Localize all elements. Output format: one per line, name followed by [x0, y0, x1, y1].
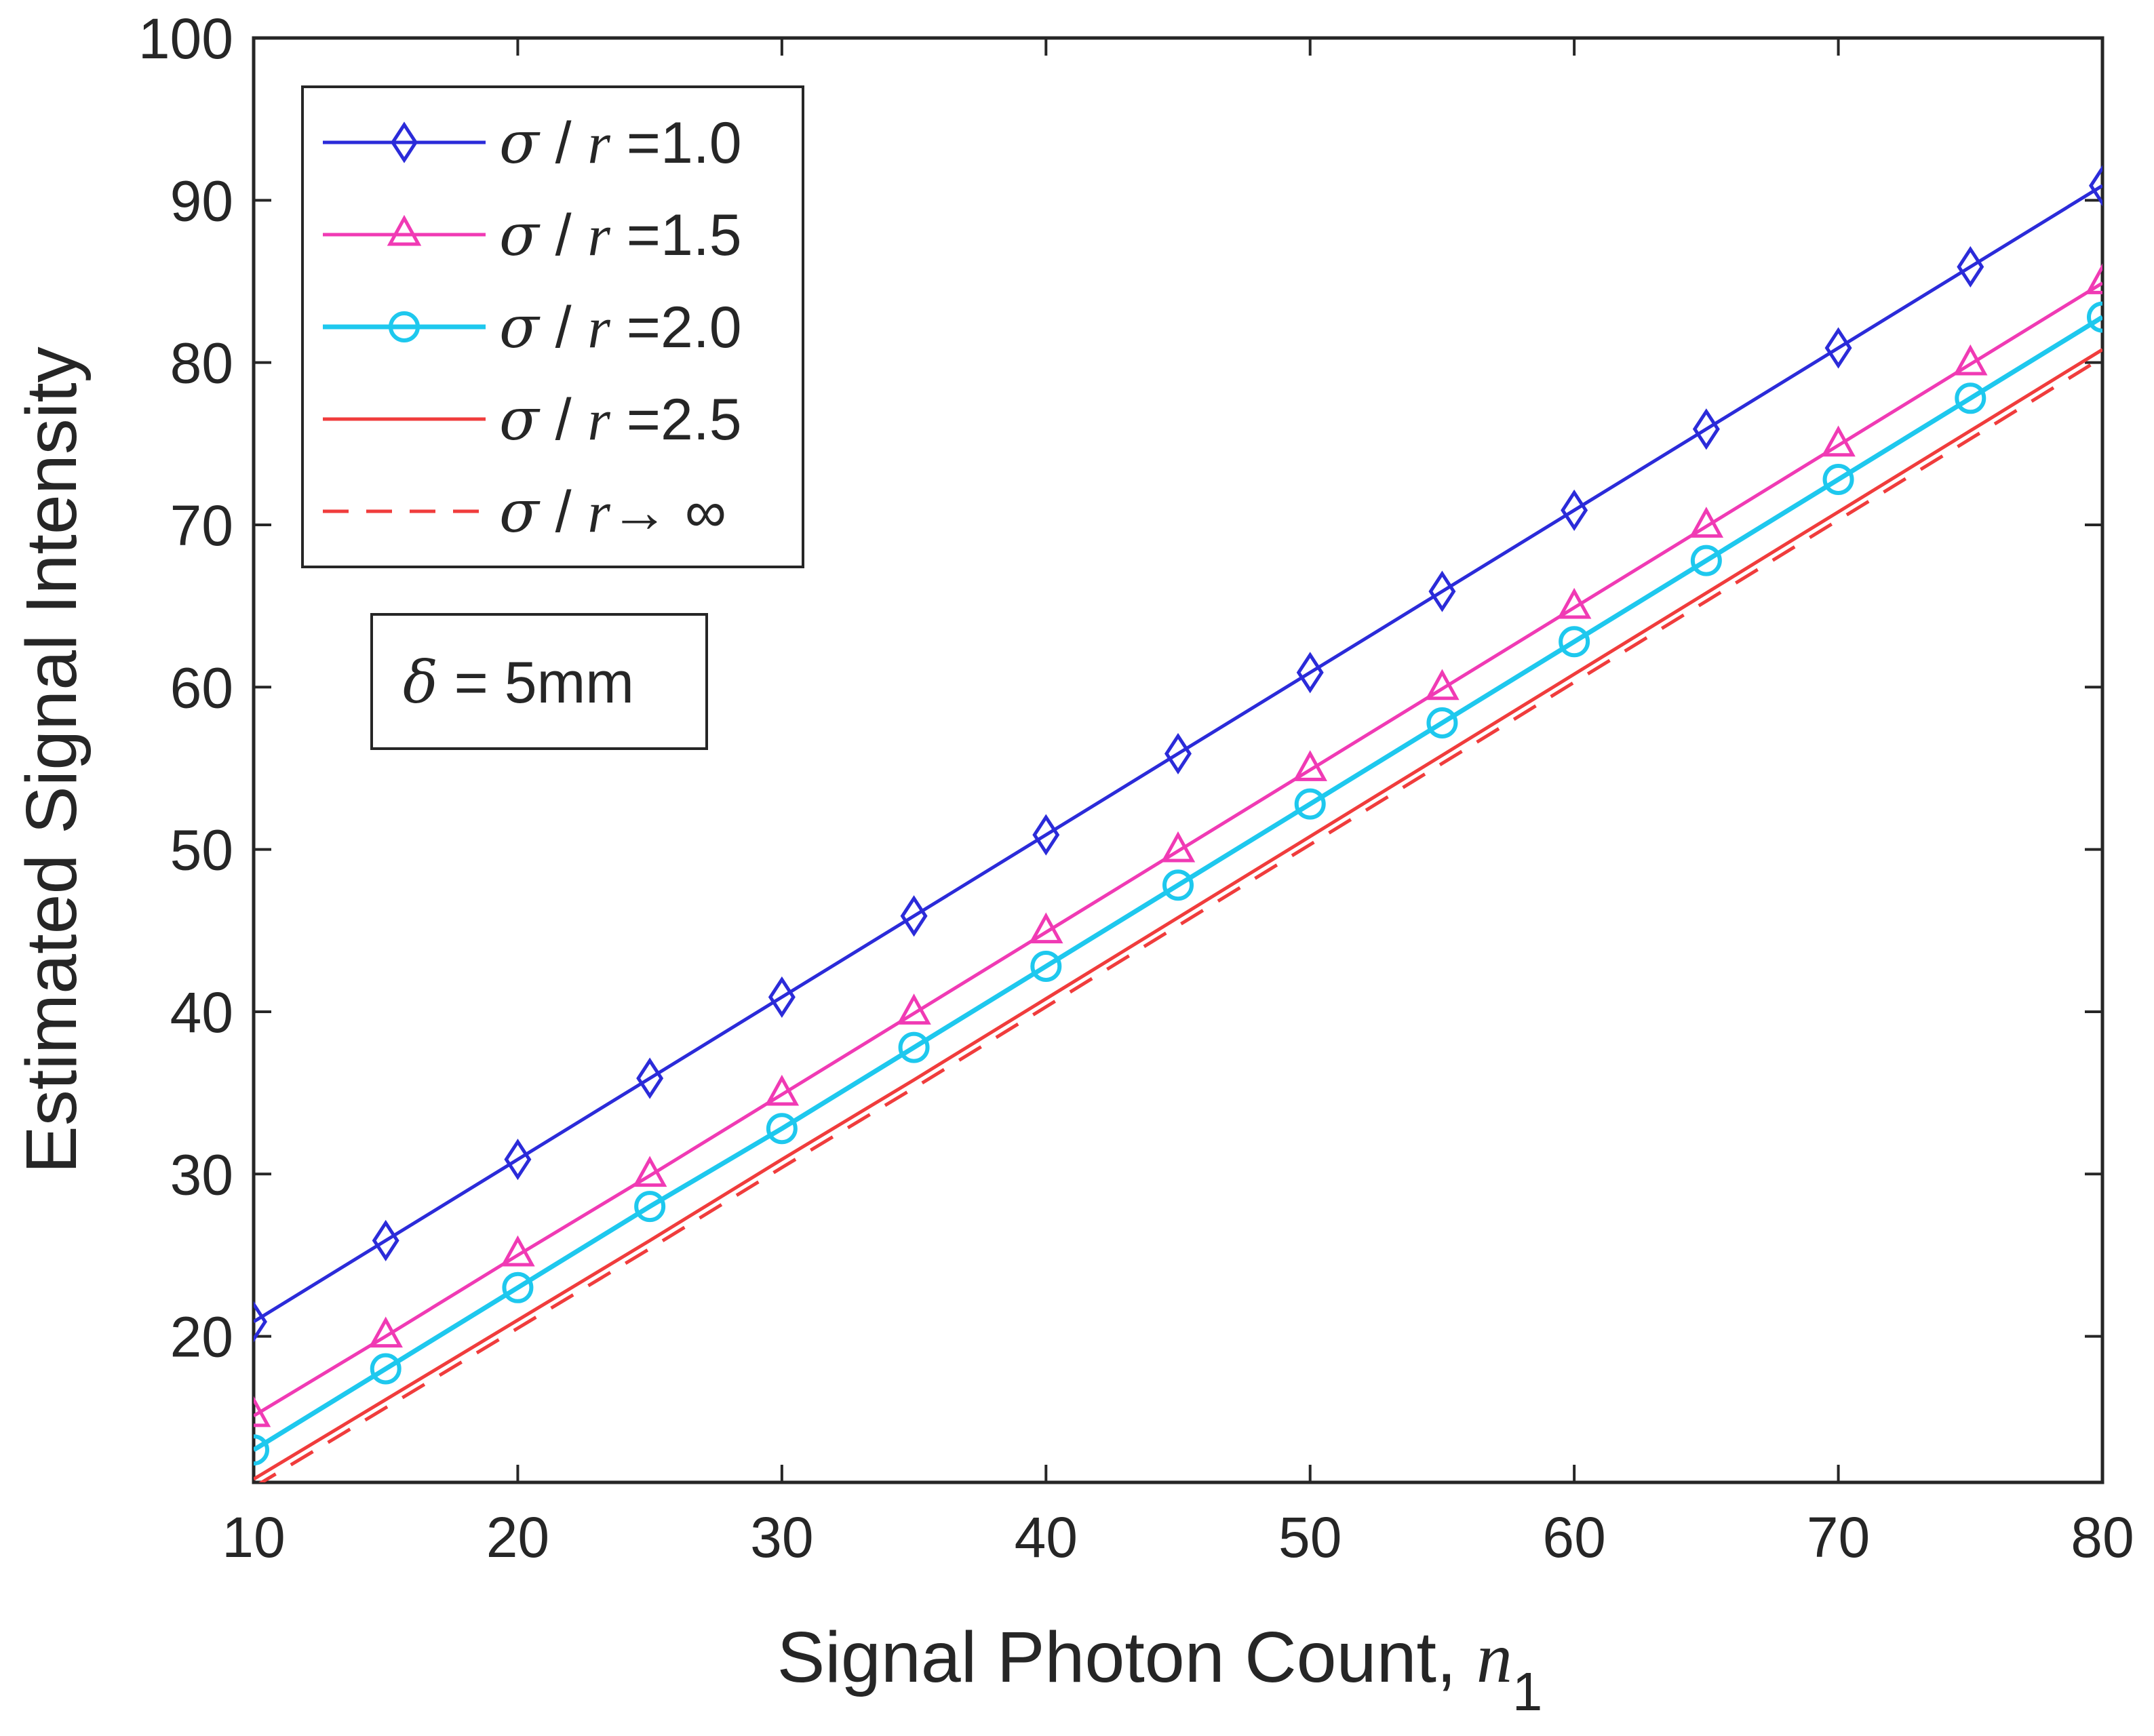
- data-point-marker: [1164, 732, 1192, 774]
- annotation-box: [370, 613, 708, 750]
- data-point-marker: [2085, 263, 2102, 294]
- x-tick-label: 20: [486, 1505, 549, 1569]
- data-point-marker: [1955, 382, 1986, 414]
- series-4: [254, 348, 2102, 1481]
- data-point-marker: [1824, 327, 1852, 369]
- data-point-marker: [254, 1301, 267, 1343]
- data-point-marker: [636, 1057, 664, 1099]
- y-tick-label: 40: [170, 981, 233, 1044]
- legend-item: σ / r =2.5: [323, 386, 742, 454]
- legend-item: σ / r =1.5: [323, 201, 742, 269]
- y-tick-label: 50: [170, 818, 233, 882]
- x-tick-label: 30: [750, 1505, 813, 1569]
- data-point-marker: [1029, 912, 1063, 944]
- series-1: [254, 165, 2102, 1343]
- x-axis-label: Signal Photon Count, n1: [777, 1617, 1543, 1722]
- legend-label: σ / r =1.0: [499, 109, 742, 177]
- series-line: [258, 356, 2102, 1482]
- legend-label: σ / r =2.0: [499, 294, 742, 361]
- data-point-marker: [501, 1235, 535, 1267]
- x-tick-label: 50: [1278, 1505, 1342, 1569]
- data-point-marker: [634, 1191, 666, 1223]
- legend-label: σ / r =2.5: [499, 386, 742, 454]
- data-point-marker: [898, 1031, 930, 1063]
- x-axis-label-subscript: 1: [1512, 1661, 1543, 1722]
- y-tick-label: 30: [170, 1143, 233, 1206]
- legend-marker: [389, 311, 420, 342]
- data-point-marker: [632, 1156, 667, 1187]
- y-tick-label: 100: [138, 7, 233, 71]
- data-point-marker: [1294, 788, 1326, 820]
- data-point-marker: [368, 1316, 403, 1348]
- series-line: [254, 281, 2102, 1418]
- y-tick-label: 20: [170, 1305, 233, 1369]
- data-point-marker: [1821, 425, 1856, 457]
- legend-label: σ / r→ ∞: [499, 478, 726, 546]
- data-point-marker: [1030, 950, 1062, 982]
- legend-marker: [387, 214, 422, 246]
- data-point-marker: [1689, 507, 1724, 538]
- data-point-marker: [1822, 463, 1854, 495]
- data-point-marker: [1160, 831, 1196, 863]
- data-point-marker: [1559, 626, 1590, 658]
- data-point-marker: [2089, 165, 2102, 207]
- x-axis-label-text: Signal Photon Count,: [777, 1617, 1476, 1697]
- y-tick-label: 80: [170, 332, 233, 395]
- legend-label: σ / r =1.5: [499, 201, 742, 269]
- data-point-marker: [897, 993, 931, 1025]
- data-point-marker: [370, 1353, 402, 1385]
- x-axis-label-var: n: [1476, 1618, 1512, 1697]
- y-axis-label: Estimated Signal Intensity: [12, 347, 92, 1174]
- legend-item: σ / r =2.0: [323, 294, 742, 361]
- y-tick-label: 70: [170, 494, 233, 557]
- data-point-marker: [1425, 669, 1460, 701]
- series-line: [254, 184, 2102, 1324]
- data-point-marker: [2087, 301, 2102, 333]
- data-point-marker: [1953, 344, 1988, 376]
- y-tick-label: 90: [170, 169, 233, 233]
- data-point-marker: [1957, 245, 1984, 288]
- series-line: [254, 315, 2102, 1453]
- data-point-marker: [1162, 869, 1194, 901]
- axes-box: [252, 36, 2104, 1484]
- data-point-marker: [502, 1271, 534, 1303]
- data-point-marker: [372, 1219, 399, 1261]
- series-2: [254, 263, 2102, 1427]
- x-tick-label: 80: [2071, 1505, 2134, 1569]
- data-point-marker: [1293, 750, 1327, 781]
- data-point-marker: [900, 895, 928, 937]
- data-point-marker: [504, 1139, 532, 1181]
- x-tick-label: 60: [1542, 1505, 1605, 1569]
- data-point-marker: [764, 1074, 800, 1106]
- data-point-marker: [1556, 587, 1592, 619]
- legend-item: σ / r =1.0: [323, 109, 742, 177]
- data-point-marker: [1692, 408, 1720, 450]
- data-point-marker: [1296, 652, 1324, 694]
- x-tick-label: 10: [222, 1505, 285, 1569]
- data-point-marker: [254, 1434, 269, 1466]
- data-point-marker: [254, 1396, 271, 1427]
- data-point-marker: [766, 1113, 798, 1145]
- data-point-marker: [1561, 489, 1588, 532]
- annotation-text: δ = 5mm: [403, 649, 634, 717]
- data-point-marker: [1690, 545, 1722, 576]
- data-point-marker: [1426, 707, 1458, 738]
- data-point-marker: [1428, 570, 1456, 612]
- y-tick-label: 60: [170, 656, 233, 719]
- x-tick-label: 40: [1015, 1505, 1078, 1569]
- data-point-marker: [1032, 814, 1060, 856]
- data-point-marker: [768, 976, 796, 1018]
- legend-marker: [391, 121, 418, 163]
- series-3: [254, 301, 2102, 1466]
- legend-item: σ / r→ ∞: [323, 478, 726, 546]
- series-5: [258, 356, 2102, 1482]
- series-line: [254, 348, 2102, 1481]
- x-tick-label: 70: [1807, 1505, 1870, 1569]
